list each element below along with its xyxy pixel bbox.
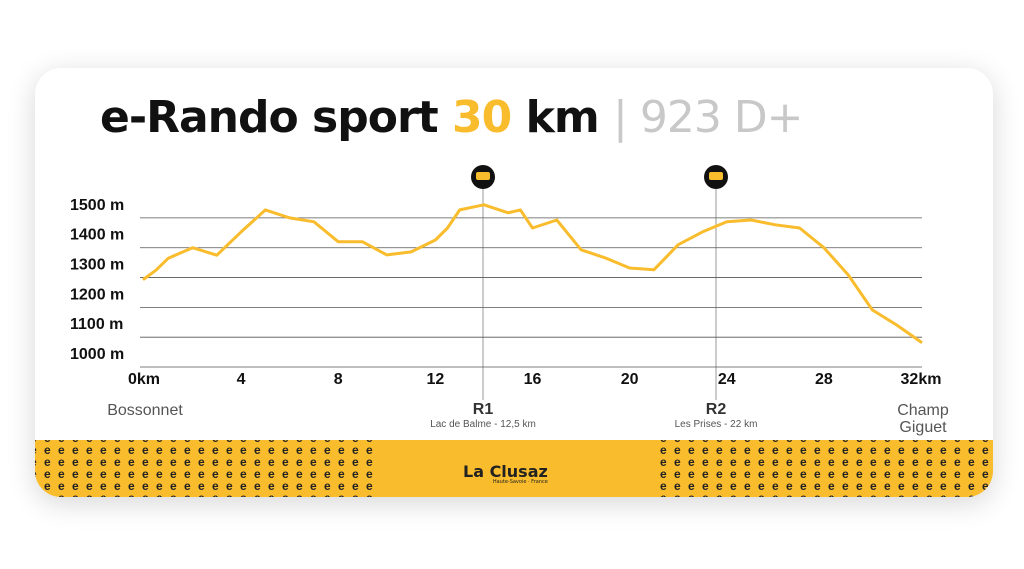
y-tick-label: 1500 m <box>70 197 124 214</box>
waypoint-label: R1 <box>472 401 494 418</box>
end-label: Champ Giguet <box>897 402 949 436</box>
x-tick-label: 12 <box>426 371 444 388</box>
x-tick-label: 32km <box>901 371 942 388</box>
title-text: e-Rando sport <box>100 92 453 143</box>
x-tick-label: 24 <box>718 371 736 388</box>
waypoint-label: R2 <box>705 401 727 418</box>
y-tick-label: 1200 m <box>70 286 124 303</box>
waypoint-place: Lac de Balme - 12,5 km <box>430 419 536 430</box>
region: Haute-Savoie · France <box>492 479 548 485</box>
logo: La Clusaz Haute-Savoie · France <box>463 462 548 485</box>
x-tick-label: 16 <box>524 371 542 388</box>
title-unit: km <box>511 92 600 143</box>
title-distance: 30 <box>452 92 512 143</box>
y-tick-label: 1400 m <box>70 227 124 244</box>
start-label: Bossonnet <box>107 402 183 419</box>
waypoint: R1 Lac de Balme - 12,5 km <box>403 401 563 430</box>
waypoint-icon-glyph <box>476 172 490 180</box>
elevation-line <box>142 203 923 344</box>
brand: La Clusaz <box>463 462 548 481</box>
y-tick-label: 1100 m <box>70 316 123 333</box>
card <box>35 68 993 497</box>
title-elevation: | 923 D+ <box>613 92 804 143</box>
y-tick-label: 1000 m <box>70 346 124 363</box>
y-tick-label: 1300 m <box>70 257 124 274</box>
title: e-Rando sport 30 km | 923 D+ <box>100 92 804 143</box>
waypoint-icon-glyph <box>709 172 723 180</box>
x-tick-label: 0km <box>128 371 160 388</box>
x-tick-label: 8 <box>334 371 343 388</box>
footer-band <box>35 440 993 497</box>
plot: 1000 m 1100 m 1200 m 1300 m 1400 m 1500 m 0km 4… <box>70 197 941 388</box>
x-tick-label: 4 <box>237 371 246 388</box>
footer-pattern <box>35 440 375 497</box>
waypoint-place: Les Prises - 22 km <box>674 419 758 430</box>
x-tick-label: 28 <box>815 371 833 388</box>
waypoint: R2 Les Prises - 22 km <box>636 401 796 430</box>
footer-pattern <box>655 440 993 497</box>
x-tick-label: 20 <box>621 371 639 388</box>
